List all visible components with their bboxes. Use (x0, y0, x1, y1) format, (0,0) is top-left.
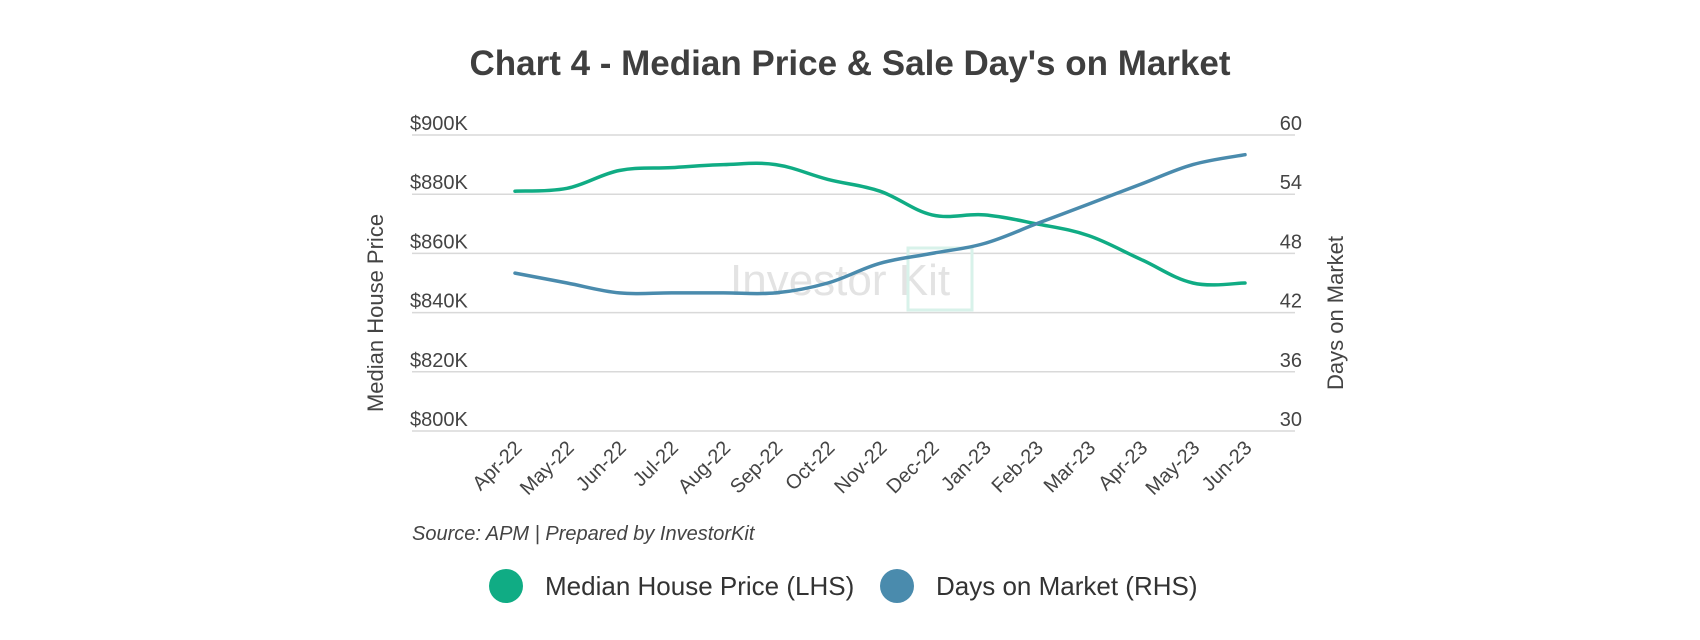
median-price-line (513, 161, 1247, 287)
left-tick-label: $900K (410, 113, 468, 135)
legend: Median House Price (LHS) Days on Market (… (489, 569, 1198, 603)
x-tick-label: Aug-22 (674, 437, 735, 498)
chart-title: Chart 4 - Median Price & Sale Day's on M… (469, 44, 1230, 83)
gridlines (412, 134, 1295, 432)
left-axis-title: Median House Price (363, 214, 388, 412)
source-note: Source: APM | Prepared by InvestorKit (412, 523, 756, 545)
right-tick-label: 30 (1280, 409, 1302, 431)
right-tick-label: 54 (1280, 172, 1302, 194)
series-lines (513, 152, 1247, 296)
x-tick-label: Feb-23 (988, 437, 1048, 497)
left-axis-ticks: $800K $820K $840K $860K $880K $900K (410, 113, 468, 431)
x-tick-label: Oct-22 (781, 437, 839, 495)
left-tick-label: $860K (410, 231, 468, 253)
days-on-market-line (513, 152, 1247, 296)
x-tick-label: Mar-23 (1040, 437, 1100, 497)
legend-label: Days on Market (RHS) (936, 571, 1198, 601)
x-tick-label: May-23 (1142, 437, 1205, 500)
x-tick-label: Dec-22 (883, 437, 944, 498)
right-tick-label: 60 (1280, 113, 1302, 135)
left-tick-label: $880K (410, 172, 468, 194)
left-tick-label: $820K (410, 350, 468, 372)
left-tick-label: $840K (410, 291, 468, 313)
legend-label: Median House Price (LHS) (545, 571, 854, 601)
watermark: Investor Kit (730, 246, 974, 312)
legend-swatch (489, 569, 523, 603)
x-tick-label: Jan-23 (937, 437, 996, 496)
x-axis-ticks: Apr-22May-22Jun-22Jul-22Aug-22Sep-22Oct-… (469, 437, 1257, 500)
legend-swatch (880, 569, 914, 603)
right-axis-title: Days on Market (1323, 236, 1348, 390)
watermark-box (906, 246, 974, 312)
x-tick-label: Sep-22 (726, 437, 787, 498)
right-tick-label: 42 (1280, 291, 1302, 313)
x-tick-label: Jun-22 (572, 437, 631, 496)
x-tick-label: Nov-22 (830, 437, 891, 498)
right-tick-label: 48 (1280, 231, 1302, 253)
x-tick-label: Jun-23 (1198, 437, 1257, 496)
right-axis-ticks: 30 36 42 48 54 60 (1280, 113, 1302, 431)
right-tick-label: 36 (1280, 350, 1302, 372)
x-tick-label: May-22 (516, 437, 579, 500)
left-tick-label: $800K (410, 409, 468, 431)
